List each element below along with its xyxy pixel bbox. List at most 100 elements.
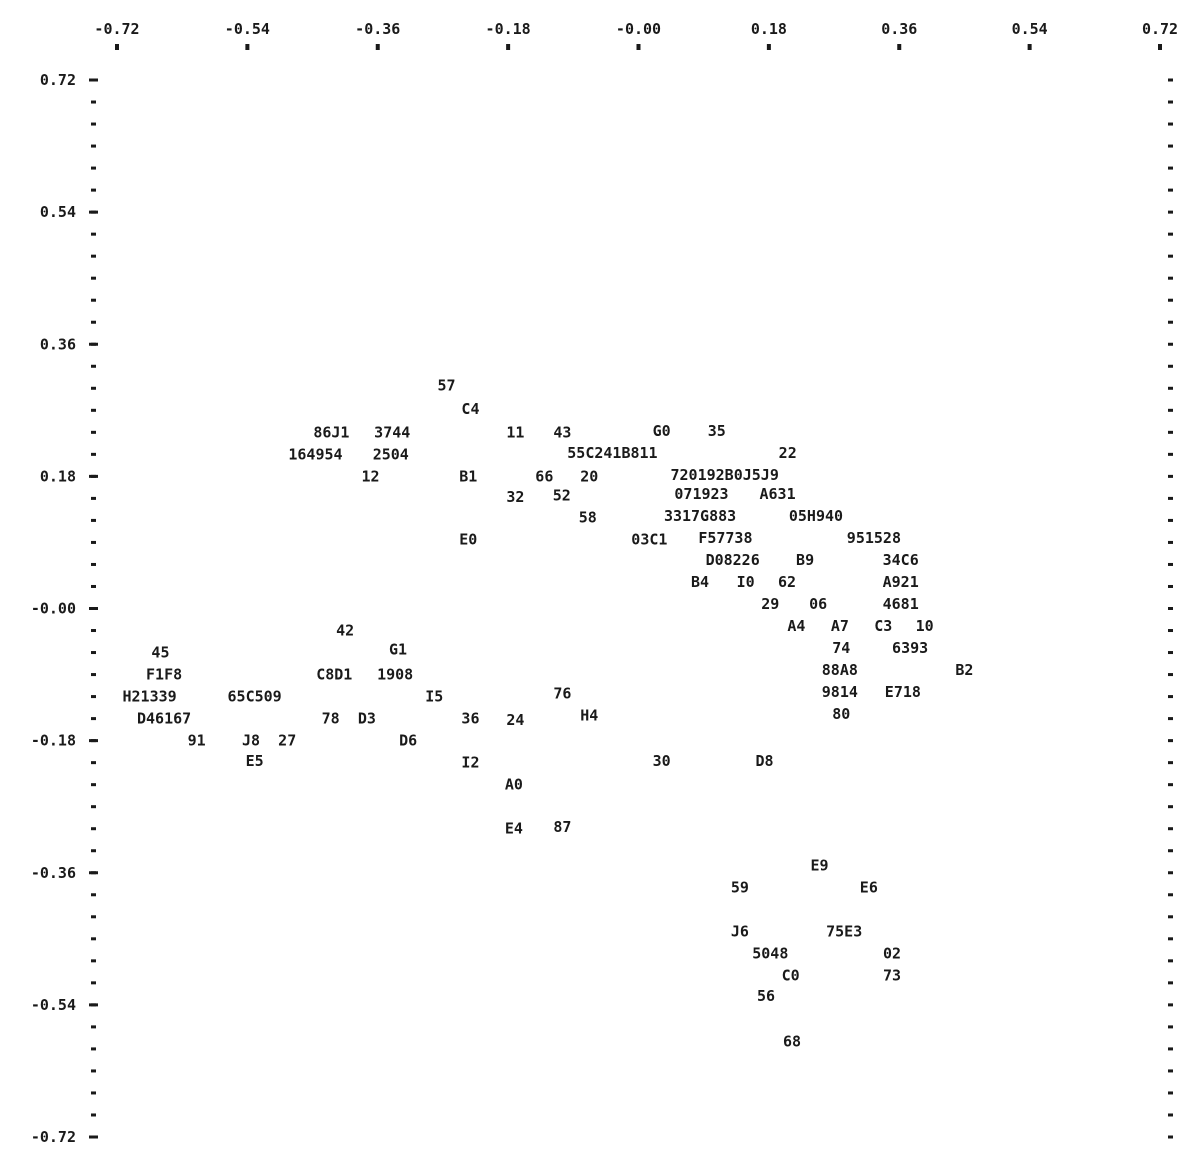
y-minor-tick-right bbox=[1168, 981, 1173, 985]
data-point-label: 12 bbox=[361, 467, 379, 485]
y-tick-label: -0.18 bbox=[31, 732, 76, 750]
data-point-label: 45 bbox=[151, 644, 169, 662]
y-minor-tick-right bbox=[1168, 1135, 1173, 1139]
data-point-label: H4 bbox=[580, 707, 598, 725]
y-minor-tick bbox=[91, 1003, 96, 1007]
data-point-label: C0 bbox=[782, 967, 800, 985]
y-minor-tick bbox=[91, 320, 96, 324]
x-tick-label: -0.18 bbox=[486, 20, 531, 38]
data-point-label: 2504 bbox=[373, 445, 409, 463]
data-point-label: G1 bbox=[389, 641, 407, 659]
y-minor-tick-right bbox=[1168, 518, 1173, 522]
y-minor-tick bbox=[91, 430, 96, 434]
data-point-label: B9 bbox=[796, 551, 814, 569]
data-point-label: 951528 bbox=[847, 529, 901, 547]
data-point-label: 30 bbox=[653, 752, 671, 770]
y-minor-tick bbox=[91, 78, 96, 82]
data-point-label: 68 bbox=[783, 1033, 801, 1051]
data-point-label: 75E3 bbox=[826, 922, 862, 940]
y-minor-tick-right bbox=[1168, 673, 1173, 677]
y-minor-tick bbox=[91, 518, 96, 522]
y-minor-tick-right bbox=[1168, 452, 1173, 456]
data-point-label: B2 bbox=[955, 661, 973, 679]
data-point-label: 73 bbox=[883, 967, 901, 985]
data-point-label: 11 bbox=[506, 423, 524, 441]
data-point-label: 66 bbox=[535, 467, 553, 485]
y-minor-tick-right bbox=[1168, 629, 1173, 633]
y-minor-tick bbox=[91, 739, 96, 743]
y-minor-tick-right bbox=[1168, 739, 1173, 743]
data-point-label: 164954 bbox=[288, 445, 342, 463]
y-minor-tick bbox=[91, 1091, 96, 1095]
y-minor-tick bbox=[91, 166, 96, 170]
y-minor-tick-right bbox=[1168, 298, 1173, 302]
y-minor-tick bbox=[91, 452, 96, 456]
y-minor-tick bbox=[91, 232, 96, 236]
y-minor-tick-right bbox=[1168, 1047, 1173, 1051]
y-minor-tick-right bbox=[1168, 540, 1173, 544]
data-point-label: D3 bbox=[358, 710, 376, 728]
data-point-label: D08226 bbox=[706, 551, 760, 569]
data-point-label: C8D1 bbox=[316, 666, 352, 684]
x-axis-top: -0.72 -0.54 -0.36 -0.18 -0.00 0.18 0.36 0.54 0.7… bbox=[94, 20, 1177, 50]
y-minor-tick bbox=[91, 342, 96, 346]
data-point-label: E0 bbox=[459, 531, 477, 549]
y-minor-tick-right bbox=[1168, 1003, 1173, 1007]
data-point-label: I0 bbox=[737, 573, 755, 591]
y-minor-tick-right bbox=[1168, 144, 1173, 148]
y-minor-tick bbox=[91, 1047, 96, 1051]
y-minor-tick-right bbox=[1168, 959, 1173, 963]
y-minor-tick-right bbox=[1168, 496, 1173, 500]
data-point-label: 42 bbox=[336, 622, 354, 640]
y-minor-tick bbox=[91, 1069, 96, 1073]
data-point-label: 43 bbox=[553, 423, 571, 441]
y-tick-label: -0.54 bbox=[31, 996, 76, 1014]
y-minor-tick bbox=[91, 1113, 96, 1117]
data-point-label: 4681 bbox=[883, 595, 919, 613]
y-minor-tick bbox=[91, 673, 96, 677]
x-tick-label: 0.18 bbox=[751, 20, 787, 38]
y-minor-tick bbox=[91, 805, 96, 809]
y-minor-tick bbox=[91, 783, 96, 787]
y-minor-tick-right bbox=[1168, 607, 1173, 610]
data-point-label: 36 bbox=[461, 710, 479, 728]
y-minor-tick-right bbox=[1168, 320, 1173, 324]
y-minor-tick bbox=[91, 1135, 96, 1139]
data-point-label: 34C6 bbox=[883, 551, 919, 569]
data-point-label: E6 bbox=[860, 878, 878, 896]
data-point-label: 76 bbox=[553, 685, 571, 703]
x-tick-label: 0.54 bbox=[1012, 20, 1048, 38]
y-tick-label: 0.54 bbox=[40, 203, 76, 221]
data-point-label: 05H940 bbox=[789, 507, 843, 525]
y-minor-tick-right bbox=[1168, 827, 1173, 831]
y-minor-tick-right bbox=[1168, 276, 1173, 280]
y-minor-tick-right bbox=[1168, 651, 1173, 655]
y-minor-tick bbox=[91, 364, 96, 368]
y-minor-tick-right bbox=[1168, 783, 1173, 787]
y-minor-tick bbox=[91, 562, 96, 566]
data-point-label: 58 bbox=[579, 508, 597, 526]
x-tick-label: -0.72 bbox=[94, 20, 139, 38]
y-minor-tick-right bbox=[1168, 761, 1173, 765]
y-minor-tick bbox=[91, 937, 96, 941]
data-point-label: 80 bbox=[832, 705, 850, 723]
data-point-label: 57 bbox=[438, 376, 456, 394]
y-tick-label: 0.36 bbox=[40, 335, 76, 353]
data-point-label: 5048 bbox=[752, 944, 788, 962]
y-minor-tick bbox=[91, 717, 96, 721]
data-point-label: H21339 bbox=[123, 688, 177, 706]
y-minor-tick-right bbox=[1168, 188, 1173, 192]
y-minor-tick-right bbox=[1168, 915, 1173, 919]
data-point-label: E9 bbox=[811, 856, 829, 874]
data-point-label: 59 bbox=[731, 878, 749, 896]
y-minor-tick-right bbox=[1168, 364, 1173, 368]
y-minor-tick bbox=[91, 408, 96, 412]
y-minor-tick bbox=[91, 254, 96, 258]
y-minor-tick bbox=[91, 629, 96, 633]
y-minor-tick bbox=[91, 651, 96, 655]
x-tick-label: -0.00 bbox=[616, 20, 661, 38]
data-point-label: B1 bbox=[459, 467, 477, 485]
data-point-label: 56 bbox=[757, 987, 775, 1005]
data-point-label: 32 bbox=[506, 488, 524, 506]
y-tick-label: -0.36 bbox=[31, 864, 76, 882]
